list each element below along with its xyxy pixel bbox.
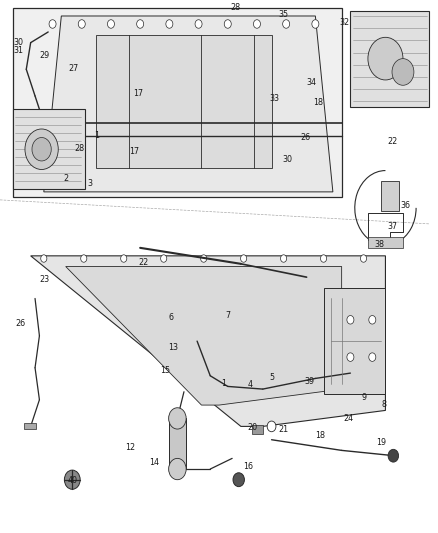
Circle shape bbox=[312, 20, 319, 28]
FancyBboxPatch shape bbox=[368, 237, 403, 248]
Text: 18: 18 bbox=[313, 98, 323, 107]
Text: 12: 12 bbox=[125, 443, 135, 452]
Text: 19: 19 bbox=[376, 438, 386, 447]
Text: 30: 30 bbox=[13, 38, 23, 47]
Circle shape bbox=[388, 449, 399, 462]
FancyBboxPatch shape bbox=[169, 418, 186, 469]
Circle shape bbox=[369, 353, 376, 361]
Text: 22: 22 bbox=[388, 137, 398, 146]
Circle shape bbox=[369, 316, 376, 324]
Text: 26: 26 bbox=[15, 319, 25, 328]
FancyBboxPatch shape bbox=[324, 288, 385, 394]
Text: 37: 37 bbox=[388, 222, 398, 231]
Text: 13: 13 bbox=[169, 343, 179, 352]
Text: 9: 9 bbox=[361, 393, 367, 401]
Text: 38: 38 bbox=[374, 240, 385, 248]
Text: 20: 20 bbox=[247, 423, 258, 432]
Text: 15: 15 bbox=[160, 366, 170, 375]
Circle shape bbox=[169, 408, 186, 429]
Text: 17: 17 bbox=[129, 148, 139, 156]
Text: 7: 7 bbox=[226, 311, 231, 320]
Polygon shape bbox=[44, 16, 333, 192]
Circle shape bbox=[32, 138, 51, 161]
Circle shape bbox=[137, 20, 144, 28]
Text: 3: 3 bbox=[88, 179, 92, 188]
Text: 23: 23 bbox=[39, 276, 49, 284]
FancyBboxPatch shape bbox=[13, 8, 342, 197]
FancyBboxPatch shape bbox=[252, 425, 263, 434]
Circle shape bbox=[240, 255, 247, 262]
Text: 14: 14 bbox=[149, 458, 159, 467]
Circle shape bbox=[120, 255, 127, 262]
Circle shape bbox=[321, 255, 327, 262]
Circle shape bbox=[107, 20, 114, 28]
Circle shape bbox=[392, 59, 414, 85]
FancyBboxPatch shape bbox=[350, 11, 429, 107]
Text: 2: 2 bbox=[64, 174, 69, 183]
Text: 26: 26 bbox=[300, 133, 310, 142]
Circle shape bbox=[25, 129, 58, 169]
Circle shape bbox=[267, 421, 276, 432]
Text: 40: 40 bbox=[68, 476, 78, 484]
Text: 8: 8 bbox=[381, 400, 386, 408]
Circle shape bbox=[161, 255, 167, 262]
Circle shape bbox=[169, 458, 186, 480]
Text: 30: 30 bbox=[283, 156, 293, 164]
Circle shape bbox=[280, 255, 286, 262]
Text: 34: 34 bbox=[307, 78, 317, 87]
Circle shape bbox=[41, 255, 47, 262]
Circle shape bbox=[81, 255, 87, 262]
Circle shape bbox=[166, 20, 173, 28]
Circle shape bbox=[233, 473, 244, 487]
Text: 35: 35 bbox=[278, 11, 288, 19]
Circle shape bbox=[254, 20, 261, 28]
Circle shape bbox=[283, 20, 290, 28]
Text: 1: 1 bbox=[94, 132, 99, 140]
Circle shape bbox=[78, 20, 85, 28]
Circle shape bbox=[64, 470, 80, 489]
Text: 31: 31 bbox=[13, 46, 23, 55]
Text: 1: 1 bbox=[221, 379, 226, 388]
Text: 17: 17 bbox=[134, 89, 144, 98]
Circle shape bbox=[347, 316, 354, 324]
FancyBboxPatch shape bbox=[24, 423, 36, 429]
Circle shape bbox=[195, 20, 202, 28]
Text: 4: 4 bbox=[247, 381, 252, 389]
Text: 32: 32 bbox=[339, 18, 350, 27]
Text: 24: 24 bbox=[344, 414, 354, 423]
Circle shape bbox=[224, 20, 231, 28]
Text: 28: 28 bbox=[74, 144, 85, 152]
Text: 29: 29 bbox=[39, 52, 49, 60]
Circle shape bbox=[368, 37, 403, 80]
Text: 36: 36 bbox=[401, 201, 411, 209]
FancyBboxPatch shape bbox=[13, 109, 85, 189]
Circle shape bbox=[49, 20, 56, 28]
Text: 6: 6 bbox=[169, 313, 173, 321]
Text: 27: 27 bbox=[68, 64, 78, 72]
Circle shape bbox=[360, 255, 367, 262]
Text: 33: 33 bbox=[269, 94, 279, 103]
Text: 39: 39 bbox=[304, 377, 314, 385]
Text: 28: 28 bbox=[230, 4, 240, 12]
Text: 5: 5 bbox=[269, 373, 275, 382]
FancyBboxPatch shape bbox=[96, 35, 272, 168]
Polygon shape bbox=[31, 256, 385, 426]
Circle shape bbox=[201, 255, 207, 262]
Text: 22: 22 bbox=[138, 258, 148, 266]
Circle shape bbox=[347, 353, 354, 361]
Text: 16: 16 bbox=[243, 462, 253, 471]
Polygon shape bbox=[66, 266, 342, 405]
FancyBboxPatch shape bbox=[381, 181, 399, 211]
Text: 18: 18 bbox=[315, 432, 325, 440]
Text: 21: 21 bbox=[278, 425, 288, 433]
